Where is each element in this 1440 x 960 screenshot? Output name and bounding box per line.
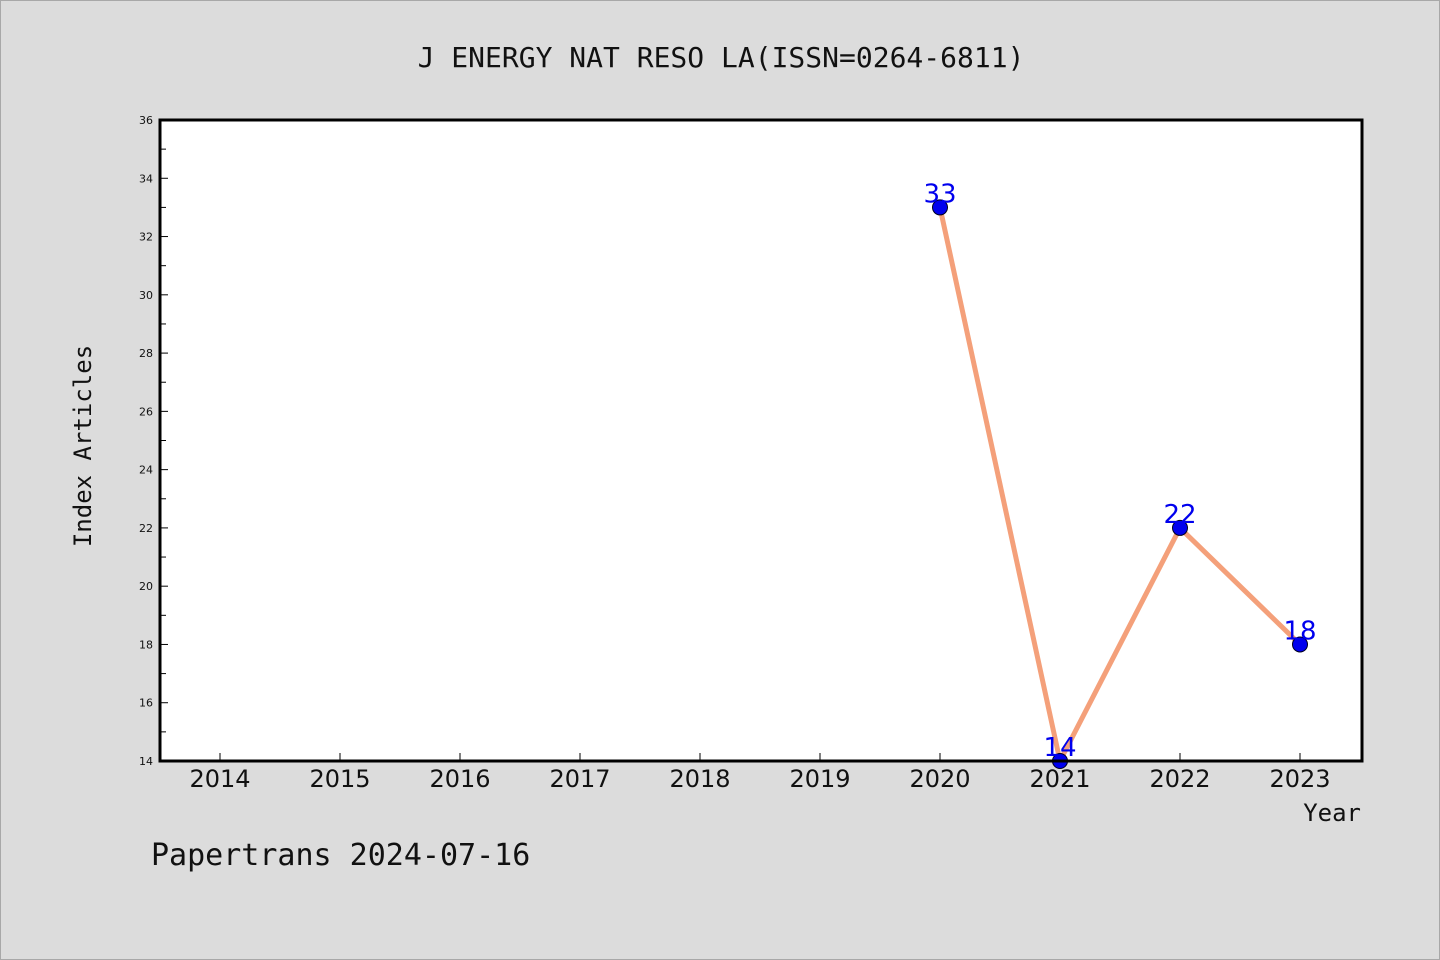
x-tick-label: 2020	[909, 765, 970, 793]
data-label: 14	[1043, 733, 1076, 763]
x-tick-label: 2015	[309, 765, 370, 793]
x-tick-label: 2016	[429, 765, 490, 793]
y-axis-label: Index Articles	[69, 345, 97, 547]
chart-title: J ENERGY NAT RESO LA(ISSN=0264-6811)	[418, 41, 1025, 74]
x-axis-label: Year	[1303, 799, 1361, 827]
data-point	[932, 199, 948, 216]
data-label: 18	[1283, 616, 1316, 646]
x-tick-label: 2018	[669, 765, 730, 793]
data-point	[1172, 519, 1188, 536]
x-tick-label: 2017	[549, 765, 610, 793]
series-line	[937, 206, 1302, 764]
x-tick-label: 2014	[189, 765, 250, 793]
y-tick-label: 34	[139, 172, 153, 185]
data-point	[1292, 636, 1308, 653]
x-axis-ticks: 2014 2015 2016 2017 2018 2019 2020 2021 2022 2023	[189, 753, 1331, 793]
y-tick-label: 36	[139, 114, 153, 127]
data-label: 33	[923, 179, 956, 209]
x-tick-label: 2023	[1269, 765, 1330, 793]
data-points-group	[932, 199, 1308, 769]
y-tick-label: 14	[139, 755, 153, 768]
plot-area	[160, 120, 1362, 761]
series-line-group	[937, 206, 1302, 764]
y-tick-label: 22	[139, 522, 153, 535]
x-tick-label: 2022	[1149, 765, 1210, 793]
footer-credit: Papertrans 2024-07-16	[151, 838, 530, 873]
y-tick-label: 20	[139, 580, 153, 593]
y-tick-label: 32	[139, 231, 153, 244]
x-tick-label: 2019	[789, 765, 850, 793]
data-label: 22	[1163, 500, 1196, 530]
y-tick-label: 24	[139, 464, 153, 477]
plot-frame	[158, 118, 1364, 763]
y-tick-label: 26	[139, 405, 153, 418]
y-tick-label: 30	[139, 289, 153, 302]
data-labels-group: 33 14 22 18	[923, 179, 1316, 763]
y-tick-label: 16	[139, 697, 153, 710]
y-tick-label: 18	[139, 638, 153, 651]
y-axis-ticks: 14 16 18 20 22 24 26 28 30 32 34 36	[139, 114, 168, 768]
y-tick-label: 28	[139, 347, 153, 360]
x-tick-label: 2021	[1029, 765, 1090, 793]
